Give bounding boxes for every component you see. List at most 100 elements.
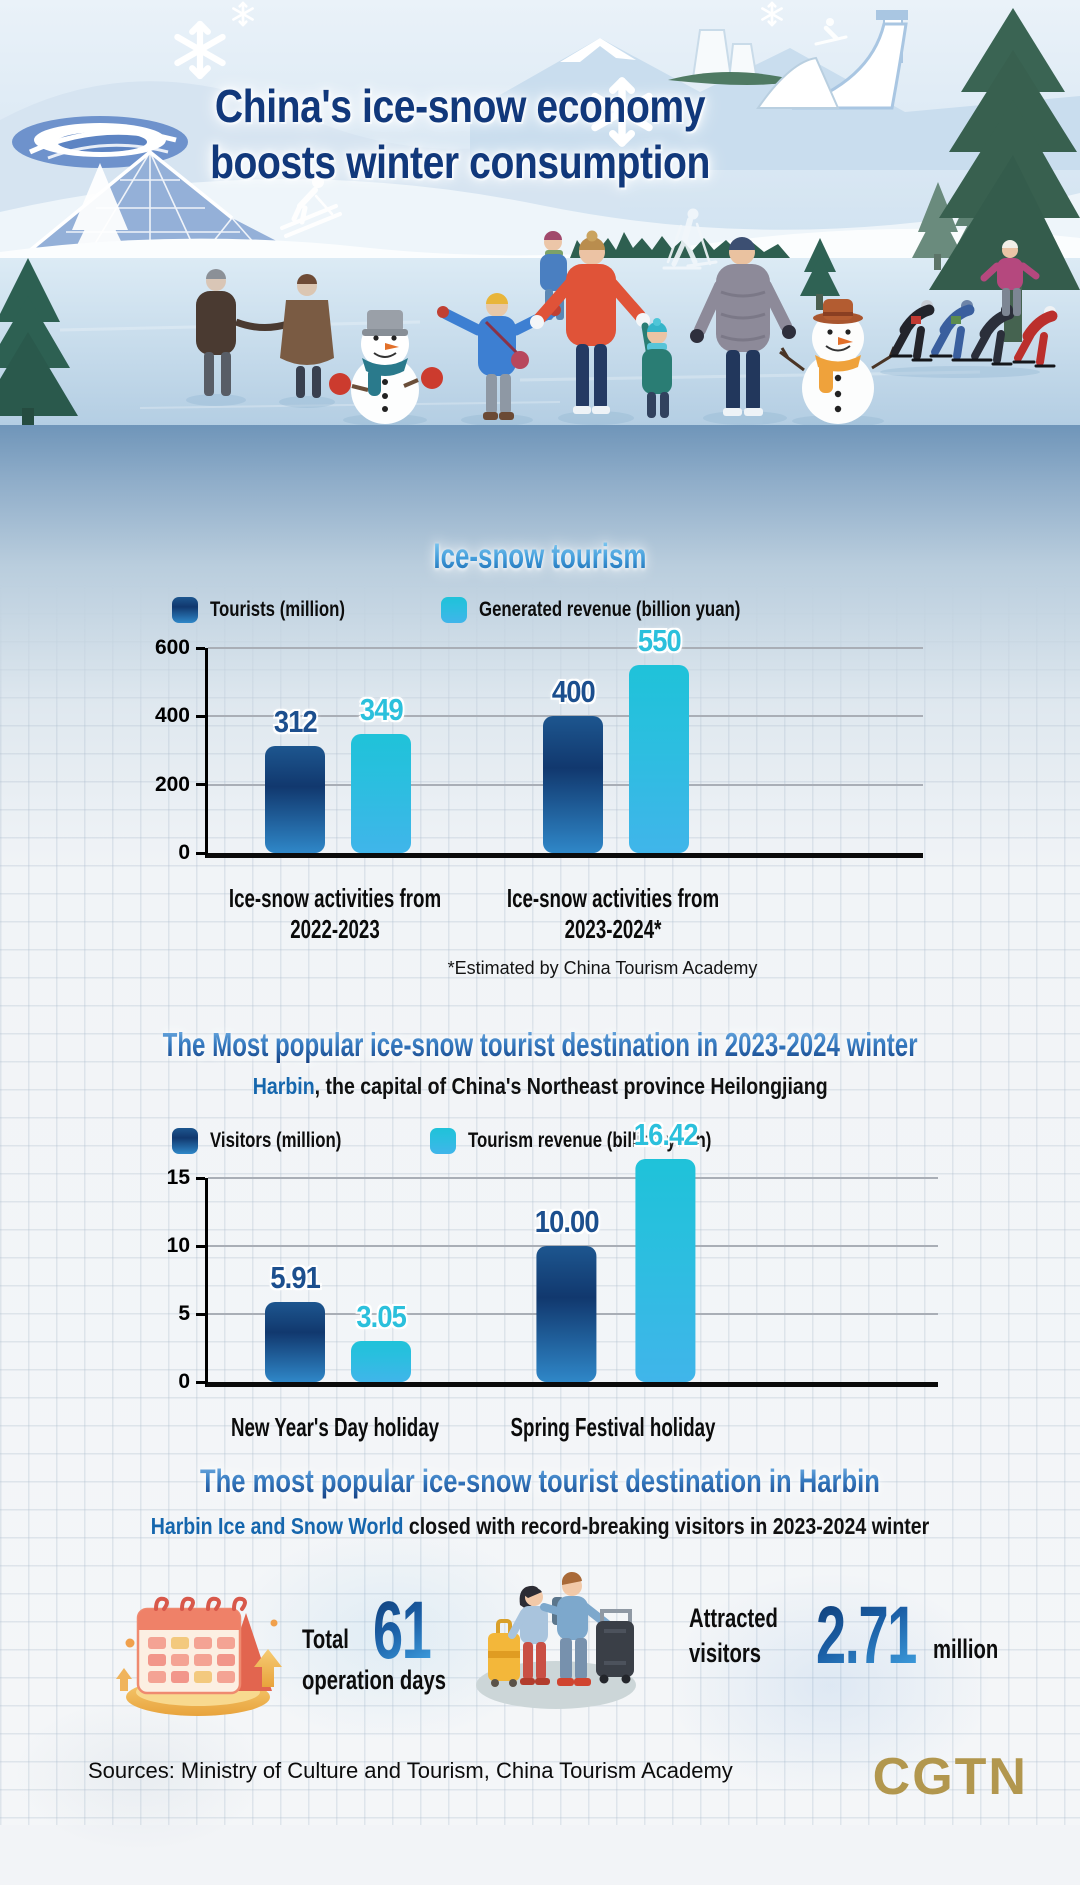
snowman-icon-2 xyxy=(779,299,899,424)
dad-figure xyxy=(690,237,796,416)
category-label: Ice-snow activities from 2022-2023 xyxy=(228,883,442,944)
snowman-icon xyxy=(329,310,443,424)
page-title: China's ice-snow economy boosts winter c… xyxy=(150,78,770,190)
y-tick-label: 10 xyxy=(166,1234,190,1257)
stat-visitors-suffix: million xyxy=(933,1633,999,1664)
sources-text: Sources: Ministry of Culture and Tourism… xyxy=(88,1758,733,1783)
tick-mark xyxy=(196,1176,205,1180)
stat-days-suffix: operation days xyxy=(302,1665,447,1696)
harbin-subtitle: Harbin, the capital of China's Northeast… xyxy=(0,1073,1080,1100)
stat-attracted-visitors: Attracted visitors 2.71 million xyxy=(452,1557,1020,1715)
world-subtitle-rest: closed with record-breaking visitors in … xyxy=(403,1513,930,1539)
gridline xyxy=(208,1177,938,1179)
legend-item-revenue: Generated revenue (billion yuan) xyxy=(440,597,806,623)
bar-series0-group0 xyxy=(265,746,325,853)
calendar-icon xyxy=(116,1596,282,1716)
bar-wrap: 550 xyxy=(629,623,689,853)
ice-snow-tourism-chart: Ice-snow activities from 2022-2023 Ice-sn… xyxy=(155,623,923,944)
skating-oval-icon xyxy=(12,116,188,168)
ski-jump-icon xyxy=(756,10,908,110)
bar-value-label: 400 xyxy=(551,674,596,709)
tick-mark xyxy=(196,1312,205,1316)
content: Ice-snow tourism Tourists (million) Gene… xyxy=(0,425,1080,1885)
bar-value-label: 10.00 xyxy=(534,1204,600,1239)
legend-label: Generated revenue (billion yuan) xyxy=(478,598,741,621)
bar-value-label: 349 xyxy=(359,692,404,727)
stat-days-value: 61 xyxy=(372,1584,432,1676)
tick-mark xyxy=(196,851,205,855)
y-tick-label: 0 xyxy=(178,841,190,864)
bar-group: 10.00 16.42 xyxy=(530,1117,701,1382)
legend-swatch-tourism-revenue xyxy=(430,1128,457,1154)
bar-wrap: 10.00 xyxy=(530,1204,603,1382)
y-tick-label: 200 xyxy=(154,772,190,796)
tourism-chart-legend: Tourists (million) Generated revenue (bi… xyxy=(172,597,806,623)
legend-swatch-visitors xyxy=(172,1128,198,1154)
y-tick-label: 400 xyxy=(154,704,190,728)
bar-series1-group0 xyxy=(351,734,411,853)
bar-series0-group0 xyxy=(265,1302,325,1382)
bar-group: 400 550 xyxy=(543,623,689,853)
bar-wrap: 5.91 xyxy=(265,1260,325,1382)
stat-visitors-value: 2.71 xyxy=(815,1590,917,1682)
y-tick-label: 0 xyxy=(178,1370,190,1393)
bar-value-label: 16.42 xyxy=(633,1117,698,1152)
tick-mark xyxy=(196,783,205,787)
pine-tree-icon xyxy=(929,8,1080,342)
legend-label: Visitors (million) xyxy=(210,1129,342,1152)
stat-visitors-prefix2: visitors xyxy=(689,1638,762,1668)
section-heading-world: The most popular ice-snow tourist destin… xyxy=(200,1463,880,1499)
y-tick-label: 600 xyxy=(154,636,190,659)
bar-value-label: 550 xyxy=(637,623,682,658)
bar-group: 312 349 xyxy=(265,692,411,853)
winter-scene-illustration xyxy=(0,0,1080,425)
legend-item-tourists: Tourists (million) xyxy=(172,597,379,623)
snow-cap xyxy=(560,38,636,62)
plot-area: 0 5 10 15 5.91 3.05 10.00 16.42 xyxy=(167,1117,938,1392)
stat-days-prefix: Total xyxy=(302,1624,349,1655)
bar-wrap: 16.42 xyxy=(629,1117,702,1382)
tick-mark xyxy=(196,646,205,650)
tick-mark xyxy=(196,1244,205,1248)
skier-icon-3 xyxy=(814,18,848,46)
mom-figure xyxy=(530,230,650,414)
legend-item-tourism-revenue: Tourism revenue (billion yuan) xyxy=(430,1128,772,1154)
bar-series1-group0 xyxy=(351,1341,411,1382)
child-figure xyxy=(641,318,672,418)
page-title-line2: boosts winter consumption xyxy=(210,136,710,189)
legend-swatch-revenue xyxy=(440,597,467,623)
legend-swatch-tourists xyxy=(172,597,198,623)
tick-mark xyxy=(196,714,205,718)
travelers-icon xyxy=(476,1571,636,1709)
page-title-line1: China's ice-snow economy xyxy=(214,80,706,132)
bar-wrap: 349 xyxy=(351,692,411,853)
towers-icon xyxy=(668,29,796,85)
legend-label: Tourism revenue (billion yuan) xyxy=(468,1129,712,1152)
bar-value-label: 5.91 xyxy=(270,1260,320,1295)
section-heading-tourism: Ice-snow tourism xyxy=(433,537,647,576)
world-highlight: Harbin Ice and Snow World xyxy=(150,1513,404,1539)
bar-series1-group1 xyxy=(635,1159,696,1382)
skater-arms-out xyxy=(437,293,561,420)
hero-illustration: China's ice-snow economy boosts winter c… xyxy=(0,0,1080,425)
skier-icon xyxy=(280,176,342,238)
category-label: Ice-snow activities from 2023-2024* xyxy=(506,883,720,944)
skating-couple xyxy=(196,269,334,398)
legend-item-visitors: Visitors (million) xyxy=(172,1128,374,1154)
bar-value-label: 312 xyxy=(273,704,318,739)
bar-wrap: 3.05 xyxy=(351,1299,411,1382)
tick-mark xyxy=(196,1380,205,1384)
world-subtitle: Harbin Ice and Snow World closed with re… xyxy=(0,1513,1080,1540)
small-pine-icon xyxy=(800,238,840,310)
stat-visitors-prefix1: Attracted xyxy=(689,1602,778,1633)
chart-footnote: *Estimated by China Tourism Academy xyxy=(447,958,758,978)
plot-area: 0 200 400 600 312 349 400 550 xyxy=(155,623,923,863)
bar-wrap: 400 xyxy=(543,674,603,853)
y-tick-label: 5 xyxy=(178,1302,190,1325)
cgtn-logo: CGTN xyxy=(872,1748,1028,1806)
harbin-holiday-chart: New Year's Day holiday Spring Festival ho… xyxy=(167,1117,938,1442)
category-label: Spring Festival holiday xyxy=(510,1412,716,1442)
pink-skater xyxy=(980,240,1040,316)
bar-series0-group1 xyxy=(536,1246,597,1382)
skier-icon-2 xyxy=(662,208,718,270)
